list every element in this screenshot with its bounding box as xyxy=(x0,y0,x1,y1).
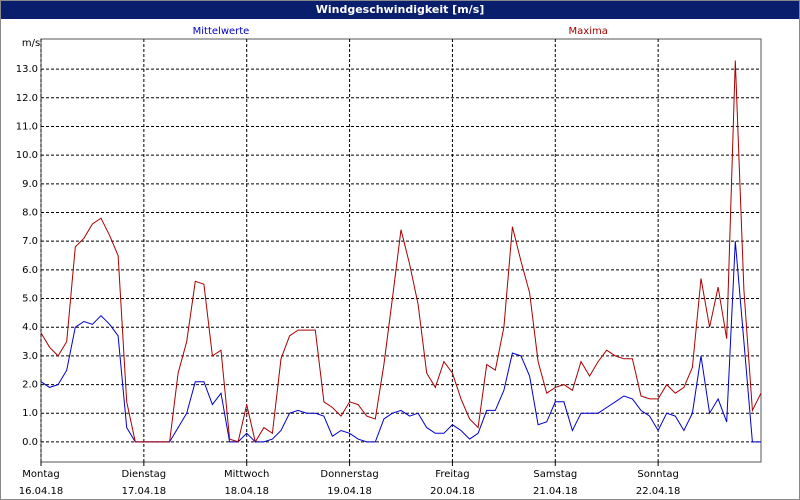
x-tick-label: Samstag 21.04.18 xyxy=(533,469,578,497)
y-tick-label: 13.0 xyxy=(16,64,38,75)
y-tick-label: 8.0 xyxy=(22,208,38,219)
chart: m/s 0.0 1.0 2.0 3.0 4.0 5.0 6.0 7.0 8.0 9.0 10.0 11… xyxy=(16,26,762,466)
title-bar: Windgeschwindigkeit [m/s] xyxy=(1,1,799,19)
y-tick-label: 11.0 xyxy=(16,121,38,132)
y-tick-label: 7.0 xyxy=(22,236,38,247)
y-tick-label: 2.0 xyxy=(22,380,38,391)
legend-entry: Maxima xyxy=(569,26,608,37)
x-tick-label: Donnerstag 19.04.18 xyxy=(320,469,379,497)
y-tick-label: 12.0 xyxy=(16,93,38,104)
x-tick-label: Dienstag 17.04.18 xyxy=(121,469,167,497)
x-tick-label: Freitag 20.04.18 xyxy=(430,469,475,497)
y-tick-label: 3.0 xyxy=(22,351,38,362)
y-tick-label: 0.0 xyxy=(22,437,38,448)
y-tick-label: 1.0 xyxy=(22,408,38,419)
y-axis-label: m/s xyxy=(22,38,40,49)
y-tick-label: 6.0 xyxy=(22,265,38,276)
y-tick-label: 4.0 xyxy=(22,322,38,333)
y-tick-label: 5.0 xyxy=(22,294,38,305)
x-tick-label: Montag 16.04.18 xyxy=(18,469,64,497)
x-tick-label: Sonntag 22.04.18 xyxy=(635,469,681,497)
legend-entry: Mittelwerte xyxy=(193,26,250,37)
y-tick-label: 9.0 xyxy=(22,179,38,190)
x-tick-label: Mittwoch 18.04.18 xyxy=(224,469,270,497)
plot-area xyxy=(40,38,762,463)
series-line xyxy=(40,60,762,444)
y-tick-label: 10.0 xyxy=(16,150,38,161)
